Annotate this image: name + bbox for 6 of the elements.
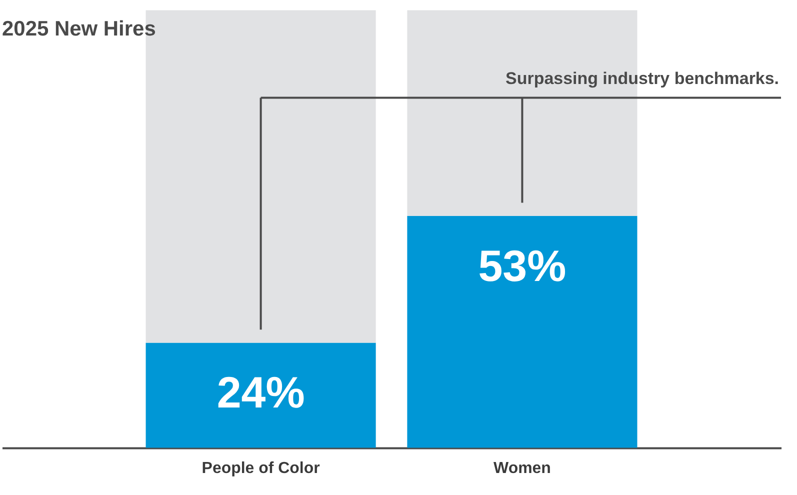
ref-line-label: Surpassing industry benchmarks. <box>506 68 780 88</box>
x-tick-label: People of Color <box>202 460 320 478</box>
data-label: 53% <box>478 242 566 291</box>
x-tick-label: Women <box>494 460 551 478</box>
data-label: 24% <box>216 368 305 418</box>
chart-title: 2025 New Hires <box>2 17 156 40</box>
